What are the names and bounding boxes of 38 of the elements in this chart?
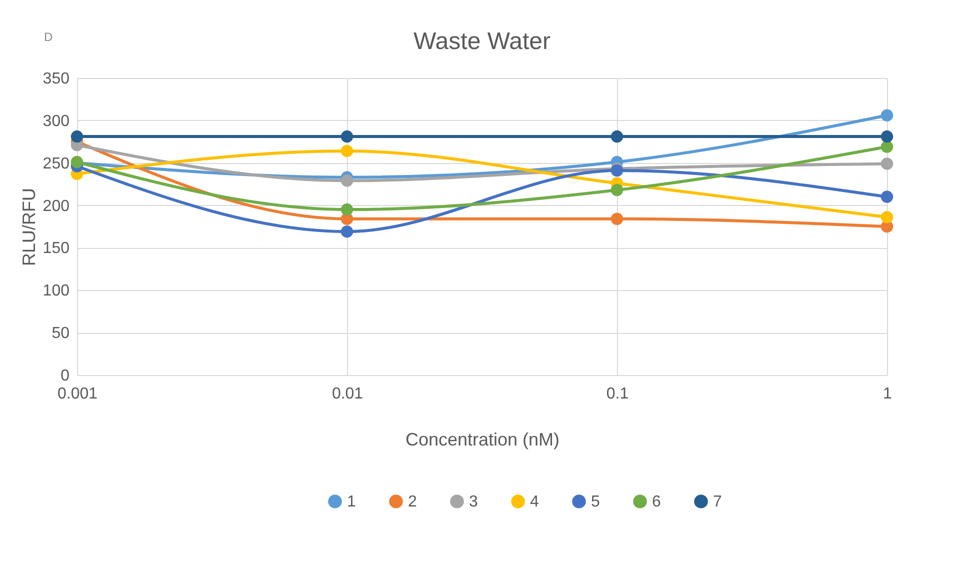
x-tick-label: 0.1 [606, 386, 629, 402]
legend-label: 6 [652, 493, 661, 510]
point [610, 212, 624, 225]
point [340, 144, 354, 158]
point [610, 184, 624, 196]
y-tick-label: 350 [42, 70, 70, 88]
point [880, 190, 894, 203]
y-tick-label: 250 [42, 155, 70, 172]
legend-label: 3 [469, 493, 478, 510]
x-axis-title: Concentration (nM) [405, 430, 560, 450]
legend-label: 7 [713, 493, 722, 510]
point [880, 130, 894, 143]
x-tick-label: 0.001 [57, 386, 98, 402]
y-tick-label: 0 [60, 368, 70, 384]
point [880, 109, 894, 122]
x-tick-label: 0.01 [332, 386, 364, 402]
y-axis-title: RLU/RFU [18, 188, 39, 266]
legend-label: 2 [408, 493, 417, 510]
point [880, 158, 894, 170]
point [880, 140, 894, 153]
y-tick-label: 300 [42, 112, 70, 130]
point [340, 174, 354, 187]
legend-label: 4 [530, 493, 539, 510]
legend-label: 5 [591, 493, 600, 510]
point [340, 203, 354, 216]
point [880, 211, 894, 224]
point [610, 130, 624, 143]
chart-title: Waste Water [414, 28, 550, 55]
text: D [44, 30, 53, 44]
legend-label: 1 [347, 493, 356, 510]
point [340, 130, 354, 143]
x-tick-label: 1 [883, 386, 892, 402]
y-tick-label: 50 [52, 325, 70, 342]
point [70, 130, 84, 143]
y-tick-label: 200 [42, 198, 70, 215]
y-tick-label: 150 [42, 240, 70, 258]
y-tick-label: 100 [42, 282, 70, 300]
point [340, 225, 354, 238]
